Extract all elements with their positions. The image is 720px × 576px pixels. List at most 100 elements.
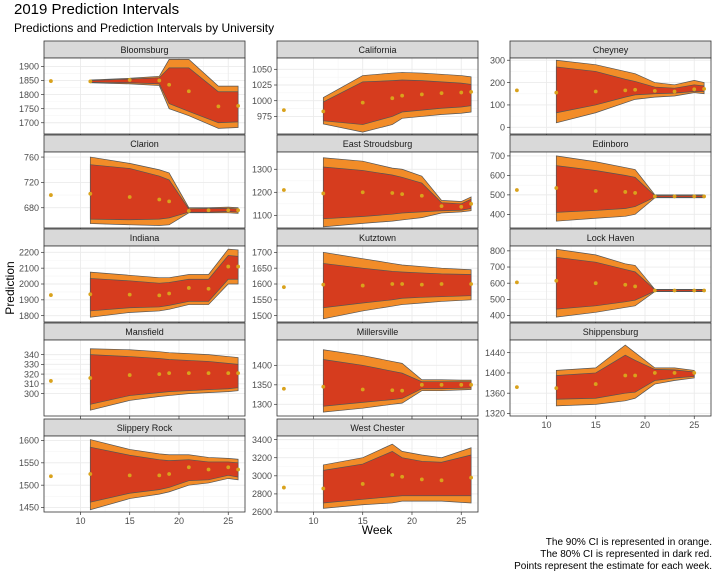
estimate-point [702, 194, 707, 199]
y-tick-label: 400 [490, 311, 505, 321]
estimate-point [321, 486, 326, 491]
estimate-point [321, 191, 326, 196]
y-tick-label: 500 [490, 190, 505, 200]
estimate-point [439, 204, 444, 209]
y-tick-label: 3200 [252, 453, 272, 463]
y-tick-label: 1440 [485, 348, 505, 358]
y-tick-label: 1450 [19, 503, 39, 513]
estimate-point [127, 195, 132, 199]
panel-border [276, 57, 479, 135]
estimate-point [459, 204, 464, 209]
panel-border [509, 339, 712, 417]
estimate-point [226, 208, 231, 213]
estimate-point [236, 264, 241, 269]
estimate-point [554, 186, 559, 190]
y-tick-label: 100 [490, 100, 505, 110]
estimate-point [206, 286, 211, 291]
ci80-band [322, 359, 472, 407]
caption-line-points: Points represent the estimate for each w… [514, 561, 712, 572]
estimate-point [226, 264, 231, 269]
y-tick-label: 0 [500, 122, 505, 132]
estimate-point [439, 478, 444, 483]
x-tick-label: 20 [640, 420, 650, 430]
y-tick-label: 1360 [485, 388, 505, 398]
panel-shippensburg: Shippensburg 1320 1360 1400 1440 10 15 20 25 [485, 322, 712, 430]
y-tick-label: 1500 [19, 480, 39, 490]
panel-millersville: Millersville 1300 1350 1400 [252, 322, 479, 419]
estimate-point [652, 88, 657, 93]
estimate-point [692, 87, 697, 92]
x-tick-label: 15 [125, 516, 135, 526]
estimate-point [633, 284, 638, 289]
x-tick-label: 15 [358, 516, 368, 526]
y-tick-label: 1800 [19, 311, 39, 321]
panel-title: East Stroudsburg [343, 139, 413, 149]
estimate-point [390, 191, 395, 195]
estimate-point [186, 286, 191, 290]
estimate-point [321, 384, 326, 389]
estimate-point [281, 285, 286, 290]
y-tick-label: 1750 [19, 104, 39, 114]
y-tick-label: 700 [490, 151, 505, 161]
x-tick-label: 25 [456, 516, 466, 526]
estimate-point [127, 78, 132, 82]
ci80-band [555, 66, 705, 114]
estimate-point [48, 474, 53, 479]
ci80-band [89, 164, 239, 221]
estimate-point [400, 388, 405, 393]
estimate-point [321, 282, 326, 287]
estimate-point [157, 78, 162, 83]
estimate-point [459, 382, 464, 387]
estimate-point [593, 189, 598, 193]
estimate-point [469, 90, 474, 94]
y-tick-label: 680 [24, 203, 39, 213]
panel-east-stroudsburg: East Stroudsburg 1100 1200 1300 [252, 134, 479, 231]
y-tick-label: 1900 [19, 295, 39, 305]
estimate-point [672, 89, 677, 94]
estimate-point [469, 382, 474, 387]
estimate-point [216, 104, 221, 109]
chart-caption: The 90% CI is represented in orange. The… [514, 537, 712, 573]
y-tick-label: 1320 [485, 409, 505, 419]
y-tick-label: 300 [490, 55, 505, 65]
estimate-point [419, 477, 424, 482]
ci80-band [89, 67, 239, 124]
estimate-point [419, 382, 424, 387]
panel-title: Slippery Rock [117, 423, 173, 433]
x-tick-label: 25 [689, 420, 699, 430]
estimate-point [157, 372, 162, 377]
y-tick-label: 300 [24, 389, 39, 399]
estimate-point [186, 465, 191, 470]
x-tick-label: 10 [75, 516, 85, 526]
y-tick-label: 720 [24, 178, 39, 188]
estimate-point [672, 371, 677, 375]
estimate-point [400, 93, 405, 98]
panel-california: California 975 1000 1025 1050 [252, 40, 479, 137]
panel-border [509, 151, 712, 229]
estimate-point [48, 293, 53, 297]
estimate-point [167, 371, 172, 376]
y-tick-label: 800 [490, 246, 505, 256]
panel-edinboro: Edinboro 400 500 600 700 [490, 134, 712, 231]
estimate-point [633, 191, 638, 195]
y-tick-label: 330 [24, 360, 39, 370]
ci80-band [89, 446, 239, 503]
panel-kutztown: Kutztown 1500 1550 1600 1650 1700 [252, 228, 479, 325]
panel-border [276, 151, 479, 229]
y-tick-label: 1100 [253, 211, 272, 221]
estimate-point [672, 288, 677, 293]
estimate-point [390, 282, 395, 286]
estimate-point [623, 88, 628, 93]
estimate-point [469, 282, 474, 286]
panel-title: West Chester [350, 423, 404, 433]
estimate-point [633, 373, 638, 378]
y-axis-label: Prediction [3, 261, 17, 314]
estimate-point [186, 371, 191, 376]
estimate-point [167, 472, 172, 476]
estimate-point [419, 92, 424, 97]
y-tick-label: 1000 [252, 96, 272, 106]
y-tick-label: 700 [490, 262, 505, 272]
estimate-point [623, 190, 628, 194]
